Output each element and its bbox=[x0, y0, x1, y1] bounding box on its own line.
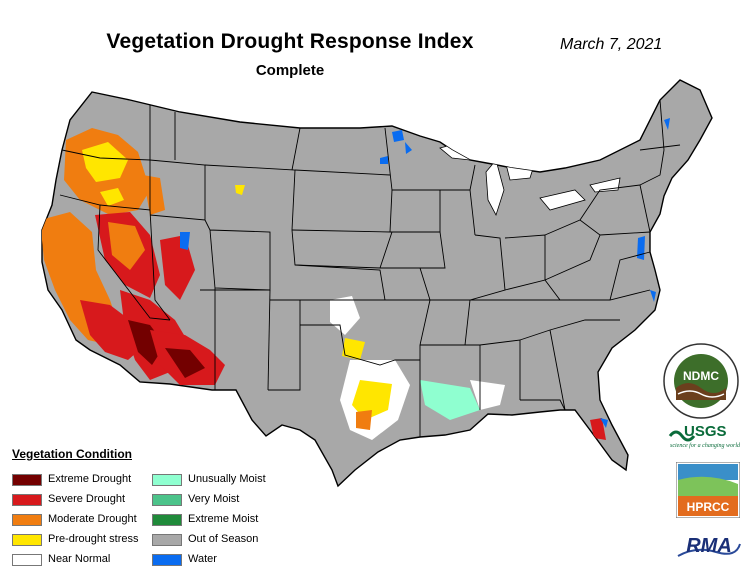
legend-item: Out of Season bbox=[152, 533, 292, 548]
legend-swatch bbox=[152, 534, 182, 546]
usgs-tagline: science for a changing world bbox=[670, 442, 741, 449]
legend-item: Near Normal bbox=[12, 553, 152, 568]
legend-swatch bbox=[152, 514, 182, 526]
legend-swatch bbox=[12, 534, 42, 546]
rma-logo: RMA bbox=[676, 530, 742, 562]
legend-label: Very Moist bbox=[188, 493, 240, 505]
legend-label: Water bbox=[188, 553, 217, 565]
usgs-logo-text: USGS bbox=[684, 423, 727, 440]
drought-patches bbox=[42, 128, 606, 440]
state-borders bbox=[59, 99, 681, 437]
legend-swatch bbox=[152, 554, 182, 566]
map-subtitle: Complete bbox=[255, 62, 325, 79]
legend-item: Moderate Drought bbox=[12, 513, 152, 528]
hprcc-logo: HPRCC bbox=[675, 461, 741, 519]
legend-label: Pre-drought stress bbox=[48, 533, 139, 545]
legend-swatch bbox=[12, 554, 42, 566]
legend-swatch bbox=[152, 494, 182, 506]
hprcc-logo-text: HPRCC bbox=[687, 500, 730, 514]
legend-swatch bbox=[12, 474, 42, 486]
legend-item: Extreme Drought bbox=[12, 473, 152, 488]
legend-swatch bbox=[12, 514, 42, 526]
legend-label: Out of Season bbox=[188, 533, 259, 545]
legend-title: Vegetation Condition bbox=[12, 447, 132, 461]
legend-item: Very Moist bbox=[152, 493, 292, 508]
legend-label: Unusually Moist bbox=[188, 473, 266, 485]
legend-item: Severe Drought bbox=[12, 493, 152, 508]
ndmc-logo: NDMC bbox=[662, 342, 740, 420]
legend-item: Pre-drought stress bbox=[12, 533, 152, 548]
legend-label: Severe Drought bbox=[48, 493, 126, 505]
legend-label: Extreme Moist bbox=[188, 513, 259, 525]
rma-logo-text: RMA bbox=[686, 535, 732, 557]
legend-item: Extreme Moist bbox=[152, 513, 292, 528]
legend-label: Extreme Drought bbox=[48, 473, 132, 485]
ndmc-logo-text: NDMC bbox=[683, 369, 719, 383]
usgs-logo: USGS science for a changing world bbox=[668, 420, 744, 450]
legend-swatch bbox=[12, 494, 42, 506]
legend-label: Moderate Drought bbox=[48, 513, 137, 525]
map-title: Vegetation Drought Response Index bbox=[106, 30, 474, 53]
legend-item: Water bbox=[152, 553, 292, 568]
map-date: March 7, 2021 bbox=[560, 36, 663, 53]
legend-swatch bbox=[152, 474, 182, 486]
legend-label: Near Normal bbox=[48, 553, 111, 565]
legend-item: Unusually Moist bbox=[152, 473, 292, 488]
